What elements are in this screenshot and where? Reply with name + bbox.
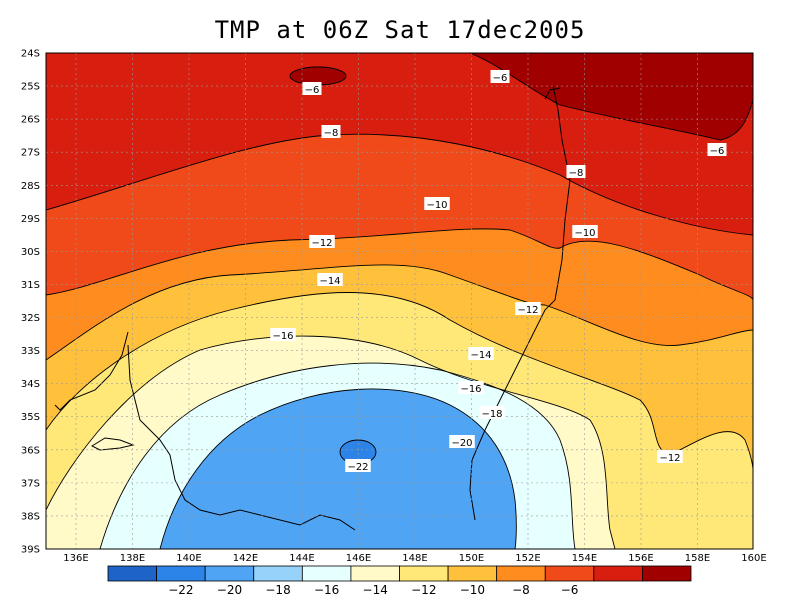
contour-label: −22 [347,462,368,473]
longitude-label: 140E [176,553,201,564]
contour-label: −8 [324,128,339,139]
contour-label: −14 [319,276,340,287]
longitude-label: 158E [685,553,710,564]
colorbar-label: −18 [265,583,290,597]
colorbar-swatch [544,565,595,582]
colorbar-label: −10 [460,583,485,597]
colorbar-swatch [642,565,692,582]
contour-label-bg [566,165,586,178]
colorbar-swatch [593,565,643,582]
map-title: TMP at 06Z Sat 17dec2005 [214,16,586,44]
longitude-label: 148E [402,553,427,564]
latitude-labels: 24S 25S 26S 27S 28S 29S 30S 31S 32S 33S 34S 35S 36S 3… [21,49,40,556]
latitude-label: 28S [21,181,40,192]
colorbar-label: −8 [512,583,530,597]
band-minus6-west [290,67,346,85]
colorbar-swatch [350,565,400,582]
contour-label: −10 [574,228,595,239]
contour-label: −12 [659,453,680,464]
colorbar-label: −14 [363,583,388,597]
colorbar-swatch [156,565,206,582]
colorbar-swatch [301,565,352,582]
contour-label: −18 [481,409,502,420]
longitude-label: 156E [628,553,653,564]
contour-label: −20 [451,438,472,449]
latitude-label: 32S [21,313,40,324]
contour-label-group: −6 −6 −6 −8 −8 −10 −10 −12 −12 −12 −14 −14 −16 −16 −18… [270,70,727,473]
latitude-label: 25S [21,82,40,93]
longitude-label: 154E [572,553,597,564]
longitude-label: 152E [515,553,540,564]
colorbar-label: −22 [168,583,193,597]
contour-label-bg [458,381,484,394]
contour-label-bg [490,70,510,83]
contour-label: −16 [272,331,293,342]
latitude-label: 27S [21,148,40,159]
latitude-label: 38S [21,511,40,522]
colorbar-swatch [496,565,546,582]
longitude-label: 144E [289,553,314,564]
latitude-label: 34S [21,379,40,390]
colorbar-label: −16 [314,583,339,597]
latitude-label: 36S [21,445,40,456]
contour-label: −14 [470,350,491,361]
latitude-label: 35S [21,412,40,423]
latitude-label: 26S [21,115,40,126]
latitude-label: 31S [21,280,40,291]
colorbar-label: −20 [217,583,242,597]
contour-lines [46,53,753,549]
colorbar-swatch [447,565,498,582]
contour-label: −10 [426,200,447,211]
latitude-label: 24S [21,49,40,60]
colorbar [107,565,692,582]
contour-label-bg [707,143,727,156]
contour-label: −16 [460,384,481,395]
contour-label-bg [270,328,296,341]
longitude-label: 142E [233,553,258,564]
contour-label-bg [302,82,322,95]
latitude-label: 29S [21,214,40,225]
colorbar-swatch [253,565,303,582]
contour-label-bg [449,435,475,448]
contour-label: −6 [305,85,320,96]
contour-label-bg [345,459,371,472]
colorbar-label: −12 [411,583,436,597]
colorbar-swatch [204,565,255,582]
longitude-label: 146E [346,553,371,564]
contour-label: −12 [311,238,332,249]
contour-label-bg [468,347,494,360]
latitude-label: 37S [21,478,40,489]
latitude-label: 30S [21,247,40,258]
contour-label: −6 [493,73,508,84]
band-minus22 [160,388,517,549]
colorbar-labels: −22 −20 −18 −16 −14 −12 −10 −8 −6 [168,583,578,597]
band-minus22-core [340,440,376,464]
longitude-label: 136E [63,553,88,564]
longitude-labels: 136E 138E 140E 142E 144E 146E 148E 150E 152E 154E… [63,553,766,564]
longitude-label: 150E [459,553,484,564]
contour-label-bg [309,235,335,248]
contour-label-bg [317,273,343,286]
contour-label: −12 [517,305,538,316]
latitude-label: 39S [21,545,40,556]
contour-label-bg [321,125,341,138]
colorbar-swatch [107,565,157,582]
colorbar-label: −6 [561,583,579,597]
contour-label-bg [479,406,505,419]
band-minus6-north [470,53,753,140]
longitude-label: 138E [120,553,145,564]
colorbar-swatch [399,565,449,582]
contour-label-bg [424,197,450,210]
contour-label: −6 [710,146,725,157]
contour-label-bg [657,450,683,463]
plot-frame [45,52,754,550]
contour-label-bg [572,225,598,238]
latitude-label: 33S [21,346,40,357]
longitude-label: 160E [741,553,766,564]
contour-label: −8 [569,168,584,179]
contour-label-bg [515,302,541,315]
temperature-fill [46,53,753,549]
